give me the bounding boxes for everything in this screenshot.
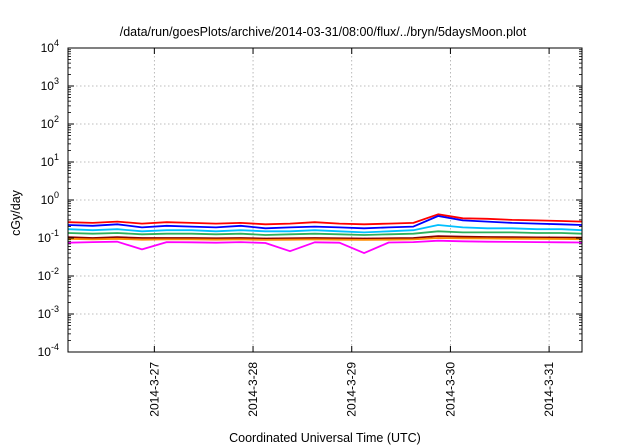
y-tick-label: 10-4 <box>38 342 59 359</box>
series-line <box>67 215 583 230</box>
series-line <box>67 235 583 240</box>
grid <box>68 48 582 352</box>
y-tick-label: 10-2 <box>38 266 59 283</box>
x-axis: 2014-3-27 2014-3-28 2014-3-29 2014-3-30 2014… <box>147 48 556 417</box>
x-tick-label: 2014-3-31 <box>542 362 556 417</box>
y-tick-label: 104 <box>41 38 59 55</box>
y-tick-label: 103 <box>41 76 59 93</box>
y-tick-label: 102 <box>41 114 59 131</box>
x-axis-title: Coordinated Universal Time (UTC) <box>229 431 421 445</box>
y-tick-label: 101 <box>41 152 59 169</box>
y-axis-title: cGy/day <box>9 189 23 236</box>
x-tick-label: 2014-3-30 <box>443 362 457 417</box>
series-line <box>67 213 583 226</box>
series-line <box>67 224 583 234</box>
chart-title: /data/run/goesPlots/archive/2014-03-31/0… <box>120 25 527 39</box>
x-tick-label: 2014-3-29 <box>345 362 359 417</box>
x-tick-label: 2014-3-28 <box>246 362 260 417</box>
series-line <box>67 239 583 255</box>
series-line <box>67 237 583 241</box>
y-tick-label: 10-1 <box>38 228 59 245</box>
series-line <box>67 230 583 236</box>
y-axis: 10-4 10-3 10-2 10-1 100 101 102 103 104 <box>38 38 582 359</box>
y-tick-label: 100 <box>41 190 59 207</box>
y-tick-label: 10-3 <box>38 304 59 321</box>
x-tick-label: 2014-3-27 <box>147 362 161 417</box>
series-layer <box>67 213 583 255</box>
